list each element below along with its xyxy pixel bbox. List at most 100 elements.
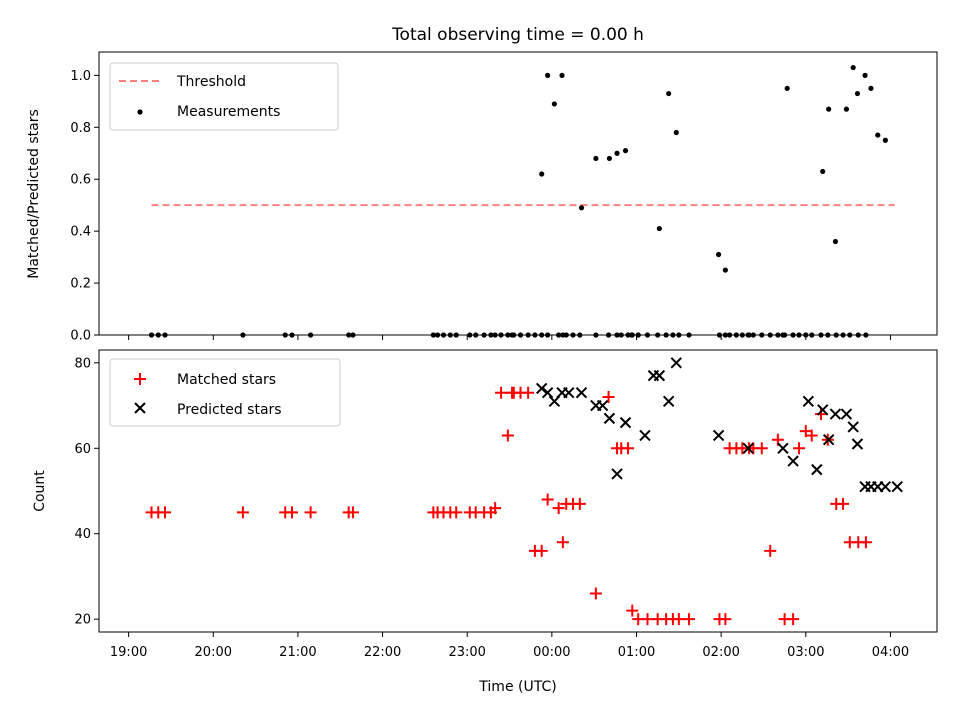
measurement-point [622, 148, 629, 154]
bottom-x-tick-label: 22:00 [364, 645, 401, 660]
matched-star-point [495, 386, 508, 399]
measurement-point [868, 85, 874, 91]
predicted-star-point [541, 387, 554, 399]
matched-star-point [304, 506, 317, 519]
measurement-point [875, 132, 881, 138]
matched-star-point [641, 613, 654, 626]
legend-predicted-swatch [134, 402, 146, 414]
predicted-star-point [891, 481, 903, 493]
top-panel: 0.0 0.2 0.4 0.6 0.8 1.0 [70, 51, 938, 344]
matched-star-point [541, 493, 554, 506]
measurement-point [593, 155, 599, 162]
legend-threshold-label: Threshold [176, 74, 246, 90]
top-y-tick-label: 0.4 [70, 225, 91, 240]
bottom-plot-frame [98, 349, 938, 633]
chart-title: Total observing time = 0.00 h [391, 25, 644, 45]
bottom-y-tick-label: 40 [74, 527, 91, 542]
predicted-star-point [603, 412, 616, 425]
matched-star-point [573, 497, 586, 510]
predicted-star-point [535, 382, 548, 395]
matched-star-point [764, 544, 777, 557]
matched-star-point [346, 506, 359, 519]
top-legend: Threshold Measurements [109, 62, 339, 131]
matched-star-point [719, 613, 732, 626]
matched-star-point [522, 386, 535, 399]
bottom-x-tick-label: 19:00 [110, 645, 147, 660]
measurement-point [716, 251, 722, 258]
predicted-star-point [653, 369, 666, 382]
measurement-point [614, 150, 620, 156]
matched-star-point [815, 408, 828, 421]
matched-star-point [552, 502, 565, 515]
top-y-tick-label: 0.2 [70, 277, 91, 292]
predicted-star-point [712, 429, 725, 442]
matched-star-point [859, 536, 872, 549]
measurement-point [850, 64, 856, 71]
bottom-x-tick-label: 20:00 [195, 645, 232, 660]
x-axis-label: Time (UTC) [478, 679, 556, 695]
matched-star-point [787, 613, 800, 626]
bottom-x-tick-label: 01:00 [618, 645, 655, 660]
measurement-point [722, 267, 728, 273]
predicted-star-point [840, 408, 853, 420]
top-y-tick-label: 0.8 [70, 121, 91, 136]
bottom-x-tick-label: 04:00 [872, 645, 909, 660]
matched-star-point [556, 536, 569, 549]
measurement-point [784, 85, 790, 91]
matched-star-point [159, 506, 172, 519]
predicted-star-point [879, 481, 892, 493]
measurement-point [820, 168, 826, 175]
top-y-tick-label: 0.6 [70, 173, 91, 188]
predicted-star-point [851, 438, 864, 450]
bottom-x-tick-label: 02:00 [702, 645, 739, 660]
matched-star-point [501, 429, 514, 442]
matched-star-point [672, 613, 685, 626]
measurement-point [843, 106, 850, 112]
measurement-point [854, 90, 861, 97]
bottom-x-tick-label: 21:00 [279, 645, 316, 660]
matched-star-point [682, 613, 695, 626]
predicted-star-point [822, 434, 835, 446]
measurement-point [578, 205, 585, 211]
matched-star-point [755, 442, 768, 455]
legend-matched-swatch [134, 373, 146, 385]
predicted-star-point [662, 395, 675, 407]
predicted-star-point [817, 404, 829, 416]
matched-star-point [837, 497, 850, 510]
measurement-point [666, 90, 672, 97]
legend-measurements-label: Measurements [177, 104, 280, 120]
predicted-star-point [563, 387, 575, 399]
predicted-star-point [811, 463, 823, 476]
predicted-star-point [575, 387, 588, 399]
measurement-point [545, 72, 551, 78]
measurement-point [882, 137, 888, 143]
measurement-point [826, 106, 832, 112]
measurement-point [551, 101, 557, 107]
legend-matched-label: Matched stars [177, 372, 276, 388]
measurement-point [606, 155, 613, 162]
matched-star-point [793, 442, 806, 455]
legend-predicted-label: Predicted stars [177, 402, 282, 418]
predicted-star-point [611, 468, 623, 480]
bottom-y-tick-label: 20 [74, 613, 91, 628]
bottom-x-tick-label: 00:00 [533, 645, 570, 660]
measurement-point [656, 225, 662, 232]
predicted-star-point [829, 408, 842, 420]
top-plot-frame [98, 51, 938, 336]
bottom-x-tick-label: 03:00 [787, 645, 824, 660]
matched-star-point [535, 544, 548, 557]
matched-star-point [622, 442, 635, 455]
top-y-axis-label: Matched/Predicted stars [26, 109, 42, 279]
bottom-panel: 20 40 60 80 19:00 20:00 21:00 22:00 23:00 00:00 01… [74, 349, 938, 660]
measurement-point [673, 129, 679, 136]
predicted-star-point [596, 399, 609, 412]
bottom-x-tick-label: 23:00 [448, 645, 485, 660]
matched-star-point [602, 391, 615, 403]
predicted-star-point [802, 395, 815, 407]
matched-star-point [489, 502, 502, 515]
matched-star-point [236, 506, 249, 519]
measurement-point [559, 72, 565, 78]
predicted-star-point [742, 442, 754, 454]
bottom-y-tick-label: 60 [74, 442, 91, 457]
